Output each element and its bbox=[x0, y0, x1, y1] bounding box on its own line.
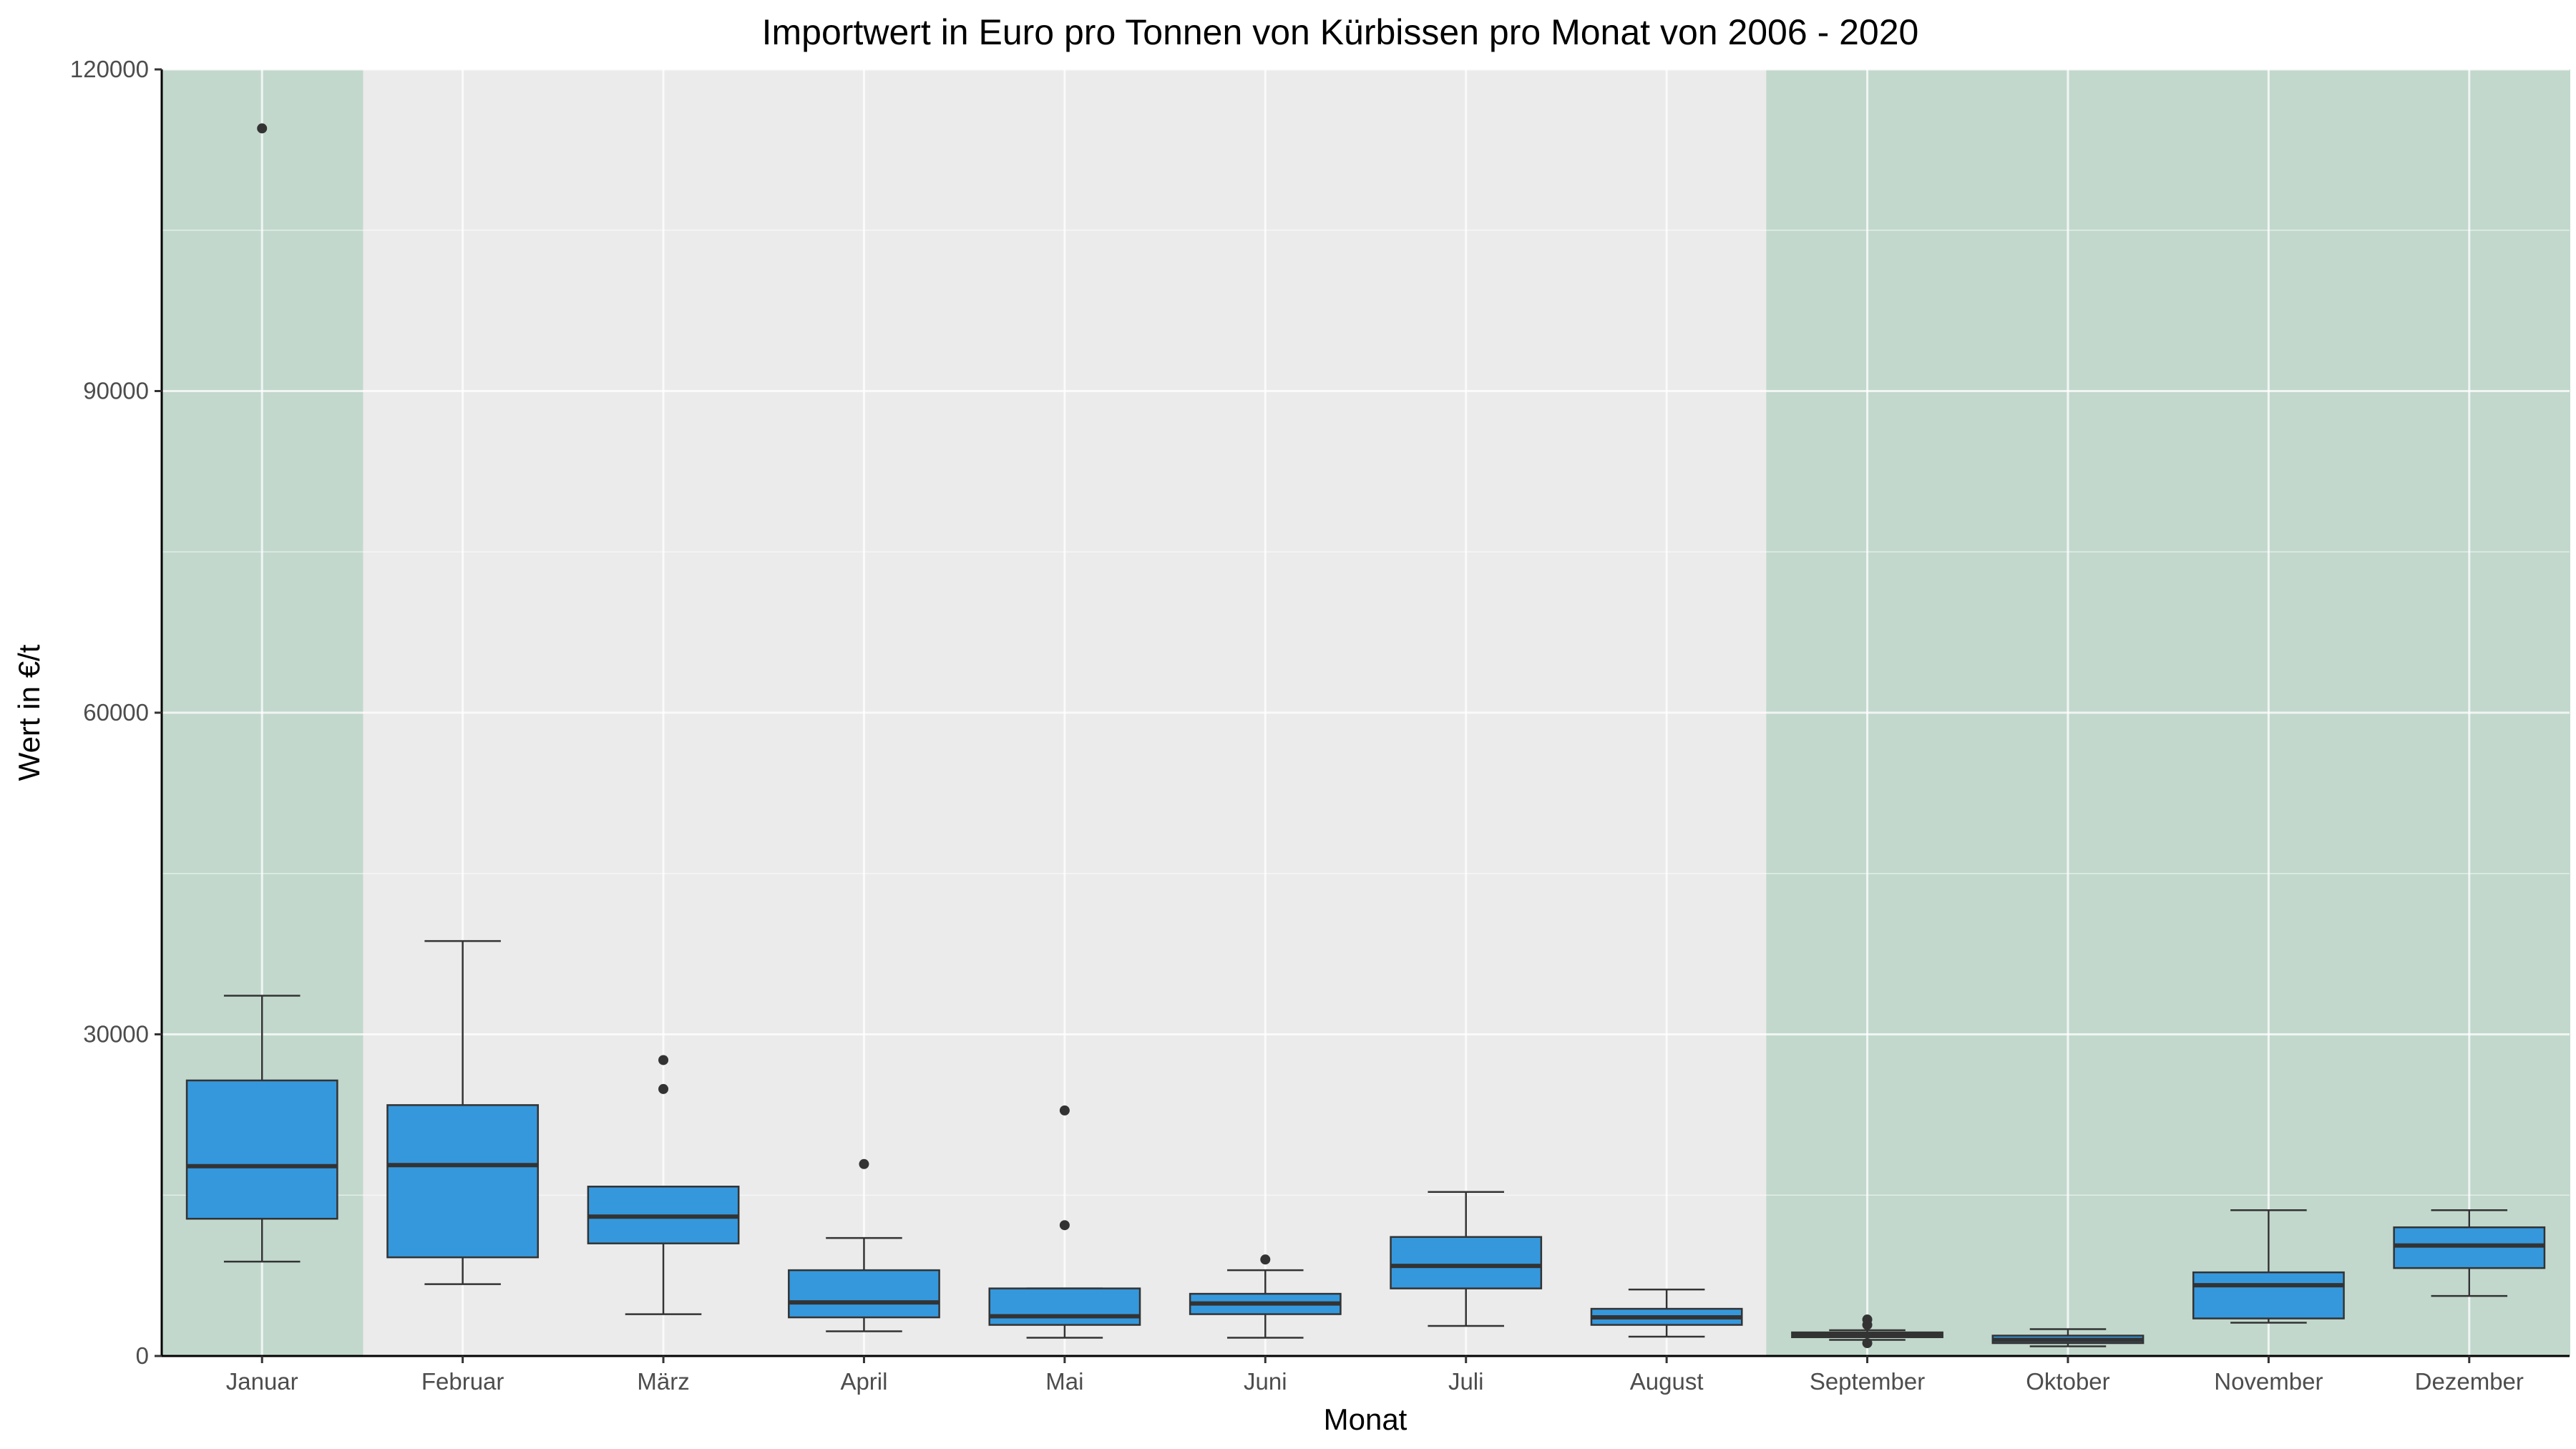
box-februar bbox=[386, 940, 540, 1285]
outlier-point bbox=[1059, 1105, 1070, 1116]
y-tick-label: 30000 bbox=[83, 1021, 149, 1048]
box-juli bbox=[1390, 1191, 1543, 1327]
box-iqr bbox=[788, 1269, 940, 1319]
y-tick-label: 60000 bbox=[83, 699, 149, 726]
box-iqr bbox=[1390, 1236, 1543, 1289]
x-tick-label: Dezember bbox=[2415, 1368, 2524, 1395]
x-tick-label: Februar bbox=[421, 1368, 504, 1395]
x-tick-label: Juli bbox=[1448, 1368, 1484, 1395]
x-tick-label: März bbox=[637, 1368, 689, 1395]
x-tick-label: November bbox=[2214, 1368, 2323, 1395]
outlier-point bbox=[257, 123, 268, 134]
box-januar bbox=[185, 123, 338, 1263]
outlier-point bbox=[1260, 1254, 1271, 1265]
box-iqr bbox=[2192, 1271, 2345, 1319]
chart-title: Importwert in Euro pro Tonnen von Kürbis… bbox=[762, 12, 1919, 52]
box-iqr bbox=[386, 1104, 540, 1259]
x-tick-label: September bbox=[1810, 1368, 1925, 1395]
y-tick-label: 120000 bbox=[70, 56, 149, 82]
box-juni bbox=[1189, 1254, 1342, 1339]
x-tick-label: April bbox=[840, 1368, 887, 1395]
x-tick-label: Januar bbox=[226, 1368, 298, 1395]
box-november bbox=[2192, 1209, 2345, 1324]
x-axis-title: Monat bbox=[1324, 1402, 1407, 1436]
box-september bbox=[1791, 1314, 1943, 1349]
box-oktober bbox=[1991, 1328, 2145, 1347]
box-märz bbox=[587, 1055, 740, 1315]
box-iqr bbox=[185, 1079, 338, 1220]
box-mai bbox=[988, 1105, 1141, 1339]
outlier-point bbox=[658, 1083, 669, 1094]
x-tick-label: Mai bbox=[1045, 1368, 1083, 1395]
outlier-point bbox=[859, 1158, 869, 1169]
x-tick-label: August bbox=[1630, 1368, 1704, 1395]
tick-labels: 0 30000 60000 90000 120000 Januar Februar März A… bbox=[70, 56, 2524, 1395]
box-august bbox=[1590, 1288, 1743, 1338]
y-tick-label: 0 bbox=[136, 1342, 149, 1369]
y-tick-label: 90000 bbox=[83, 378, 149, 404]
box-dezember bbox=[2393, 1209, 2546, 1297]
y-axis-title: Wert in €/t bbox=[12, 644, 46, 781]
outlier-point bbox=[1862, 1338, 1873, 1349]
x-tick-label: Juni bbox=[1244, 1368, 1287, 1395]
outlier-point bbox=[1059, 1220, 1070, 1231]
outlier-point bbox=[658, 1055, 669, 1065]
box-iqr bbox=[988, 1287, 1141, 1326]
box-april bbox=[788, 1158, 940, 1332]
outlier-point bbox=[1862, 1314, 1873, 1325]
x-tick-label: Oktober bbox=[2026, 1368, 2109, 1395]
boxes bbox=[185, 123, 2546, 1349]
